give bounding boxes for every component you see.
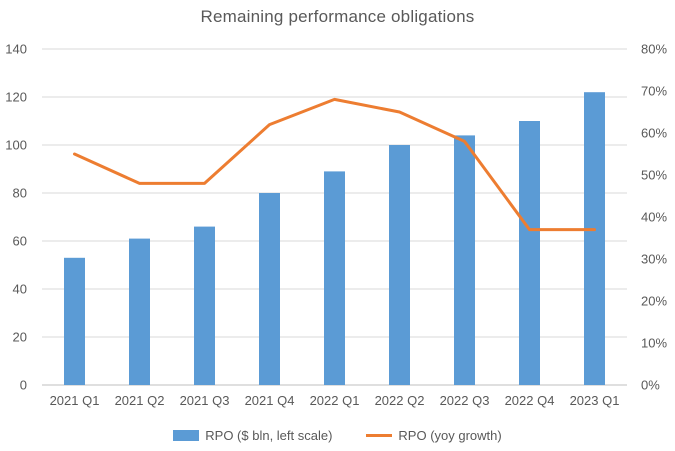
bar-2022-q3 [454, 135, 475, 385]
bar-2021-q3 [194, 226, 215, 385]
bar-series-swatch-icon [173, 430, 200, 441]
plot-area: 0 20 40 60 80 100 120 140 0% 10% 20% 30% 40% 50% 60% 70… [5, 42, 667, 409]
left-axis-tick-label: 20 [13, 330, 27, 345]
bar-2023-q1 [584, 92, 605, 385]
left-axis-tick-label: 140 [5, 42, 27, 57]
legend-item-rpo-growth: RPO (yoy growth) [366, 428, 502, 443]
chart-title: Remaining performance obligations [200, 7, 475, 26]
legend-label-rpo-bars: RPO ($ bln, left scale) [205, 428, 333, 443]
left-axis-tick-label: 100 [5, 138, 27, 153]
right-axis-tick-label: 10% [641, 336, 667, 351]
x-axis-label: 2022 Q2 [375, 393, 425, 408]
bar-2021-q4 [259, 193, 280, 385]
right-axis-tick-label: 40% [641, 210, 667, 225]
x-axis-label: 2021 Q1 [50, 393, 100, 408]
legend-item-rpo-bars: RPO ($ bln, left scale) [173, 428, 332, 443]
x-axis-label: 2022 Q4 [505, 393, 555, 408]
left-axis-tick-label: 0 [20, 378, 27, 393]
bar-2022-q4 [519, 121, 540, 385]
left-axis-tick-label: 40 [13, 282, 27, 297]
bar-2022-q1 [324, 171, 345, 385]
line-series-swatch-icon [366, 434, 393, 437]
right-axis-tick-label: 80% [641, 42, 667, 57]
x-axis-label: 2021 Q3 [180, 393, 230, 408]
bar-2021-q1 [64, 257, 85, 385]
left-axis-tick-label: 60 [13, 234, 27, 249]
left-axis-tick-label: 120 [5, 90, 27, 105]
right-axis-tick-label: 60% [641, 126, 667, 141]
left-axis-tick-label: 80 [13, 186, 27, 201]
bar-2021-q2 [129, 238, 150, 385]
right-axis-tick-label: 20% [641, 294, 667, 309]
x-axis-label: 2022 Q3 [440, 393, 490, 408]
x-axis-label: 2021 Q2 [115, 393, 165, 408]
growth-line [73, 97, 596, 232]
right-axis-tick-label: 50% [641, 168, 667, 183]
right-axis-tick-label: 30% [641, 252, 667, 267]
x-axis-label: 2021 Q4 [245, 393, 295, 408]
right-axis-tick-label: 0% [641, 378, 660, 393]
legend: RPO ($ bln, left scale) RPO (yoy growth) [0, 428, 675, 443]
x-axis-label: 2023 Q1 [570, 393, 620, 408]
legend-label-rpo-growth: RPO (yoy growth) [398, 428, 502, 443]
bar-2022-q2 [389, 145, 410, 385]
x-axis-label: 2022 Q1 [310, 393, 360, 408]
right-axis-tick-label: 70% [641, 84, 667, 99]
